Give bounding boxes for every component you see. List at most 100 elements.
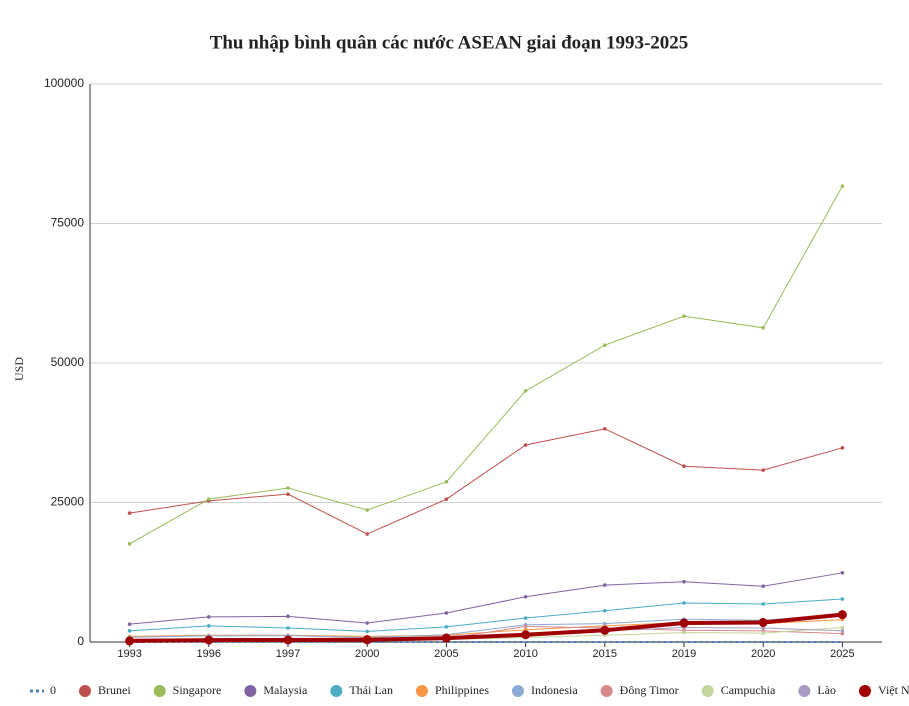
point	[523, 624, 528, 629]
point	[682, 601, 686, 605]
x-tick-label: 1997	[276, 648, 300, 660]
legend-label: Philippines	[435, 683, 489, 697]
legend-swatch	[600, 685, 613, 697]
legend-swatch	[798, 685, 811, 697]
point	[523, 595, 528, 599]
series-line	[129, 612, 843, 643]
point	[523, 389, 528, 393]
point	[840, 629, 845, 633]
point	[679, 618, 689, 628]
x-tick-label: 2000	[355, 648, 379, 660]
y-tick-label: 0	[77, 634, 84, 648]
point	[127, 629, 132, 633]
legend-label: Campuchia	[721, 683, 776, 697]
legend-label: Malaysia	[263, 683, 308, 697]
point	[761, 468, 765, 472]
point	[840, 446, 845, 450]
point	[761, 326, 765, 330]
point	[603, 343, 607, 347]
point	[441, 633, 451, 643]
point	[204, 635, 214, 645]
legend-swatch	[153, 685, 166, 697]
point	[523, 616, 528, 620]
legend-label: Singapore	[173, 683, 222, 697]
y-tick-label: 100000	[44, 76, 84, 90]
point	[682, 314, 686, 318]
point	[603, 608, 607, 613]
series-line	[129, 428, 843, 535]
point	[444, 497, 449, 501]
series-line	[129, 185, 843, 545]
point	[682, 464, 686, 469]
point	[840, 625, 845, 630]
y-tick-label: 50000	[51, 355, 85, 369]
chart-title: Thu nhập bình quân các nước ASEAN giai đ…	[210, 32, 689, 53]
legend-label: Lào	[817, 683, 836, 697]
point	[286, 492, 290, 496]
point	[840, 631, 845, 636]
x-tick-label: 2015	[593, 648, 617, 660]
legend-label: Việt Nam	[878, 683, 909, 697]
x-tick-label: 2010	[513, 648, 537, 660]
point	[840, 184, 845, 188]
point	[603, 583, 607, 587]
point	[365, 629, 370, 634]
point	[365, 532, 370, 536]
point	[125, 636, 135, 646]
point	[682, 630, 686, 635]
legend-label: Brunei	[98, 683, 131, 697]
legend-swatch	[244, 685, 257, 697]
point	[286, 486, 290, 490]
x-tick-label: 2020	[751, 648, 775, 660]
legend-label: 0	[50, 683, 56, 697]
y-tick-label: 75000	[51, 216, 85, 230]
legend-label: Indonesia	[531, 683, 578, 697]
point	[758, 617, 768, 627]
x-tick-label: 2025	[830, 648, 854, 660]
legend-swatch	[330, 685, 343, 697]
point	[365, 508, 370, 512]
legend-swatch	[859, 685, 871, 697]
point	[362, 635, 372, 645]
point	[365, 621, 370, 625]
point	[127, 541, 132, 546]
point	[682, 579, 686, 584]
series-line	[129, 572, 843, 625]
point	[761, 631, 765, 635]
point	[523, 443, 528, 447]
point	[127, 622, 132, 626]
legend-swatch	[701, 685, 714, 697]
point	[207, 497, 211, 501]
legend-label: Đông Timor	[620, 683, 679, 697]
point	[761, 584, 765, 588]
x-tick-label: 2005	[434, 648, 458, 660]
point	[286, 626, 290, 630]
point	[444, 611, 449, 615]
point	[127, 511, 132, 515]
point	[840, 571, 845, 575]
x-tick-label: 1993	[117, 648, 141, 660]
point	[286, 614, 290, 619]
point	[761, 626, 765, 630]
legend-swatch	[415, 685, 428, 697]
y-axis-label: USD	[12, 357, 26, 381]
point	[603, 427, 607, 431]
legend-swatch	[79, 685, 91, 697]
x-tick-label: 2019	[672, 648, 696, 660]
point	[837, 610, 847, 620]
point	[444, 625, 449, 629]
point	[761, 602, 765, 606]
point	[207, 615, 211, 619]
point	[603, 621, 607, 626]
point	[600, 625, 610, 635]
legend-swatch	[512, 685, 524, 697]
point	[444, 480, 449, 484]
point	[840, 597, 845, 601]
series-line	[129, 598, 843, 632]
point	[521, 630, 531, 640]
point	[283, 635, 293, 645]
y-tick-label: 25000	[51, 495, 85, 509]
x-tick-label: 1996	[197, 648, 221, 660]
point	[207, 624, 211, 628]
